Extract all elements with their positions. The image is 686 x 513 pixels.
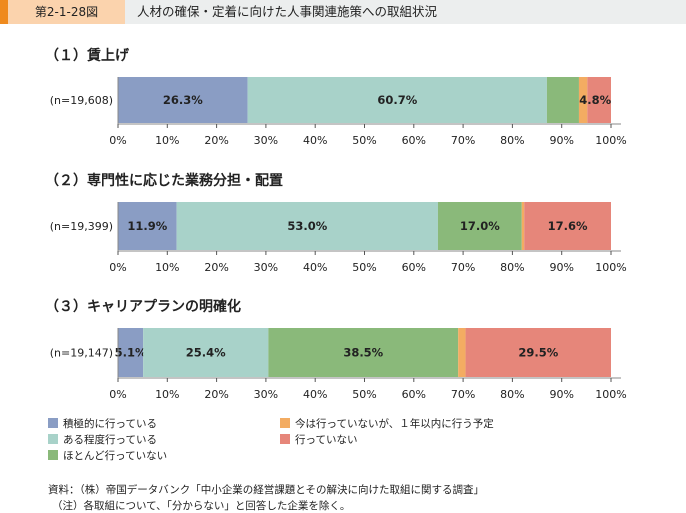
x-tick-label: 100% bbox=[595, 261, 626, 274]
data-label: 26.3% bbox=[163, 93, 203, 107]
data-label: 17.6% bbox=[548, 219, 588, 233]
bar-segment bbox=[118, 328, 144, 377]
bar-segment bbox=[465, 328, 611, 377]
category-label: (n=19,608) bbox=[50, 94, 113, 107]
legend-label: ある程度行っている bbox=[63, 433, 157, 446]
x-tick-label: 50% bbox=[352, 261, 376, 274]
figure-header: 第2-1-28図 人材の確保・定着に向けた人事関連施策への取組状況 bbox=[0, 0, 686, 24]
x-tick-label: 100% bbox=[595, 134, 626, 147]
x-tick-label: 70% bbox=[451, 134, 475, 147]
x-tick-label: 40% bbox=[303, 388, 327, 401]
legend-swatch bbox=[48, 450, 58, 460]
x-tick-label: 90% bbox=[549, 388, 573, 401]
x-tick-label: 20% bbox=[204, 388, 228, 401]
figure-number: 第2-1-28図 bbox=[8, 0, 125, 24]
x-tick-label: 30% bbox=[254, 134, 278, 147]
x-tick-label: 40% bbox=[303, 261, 327, 274]
bar-segment bbox=[176, 202, 438, 250]
bar-segment bbox=[521, 202, 525, 250]
x-tick-label: 60% bbox=[402, 134, 426, 147]
legend-swatch bbox=[280, 434, 290, 444]
bar-segment bbox=[268, 328, 459, 377]
x-tick-label: 10% bbox=[155, 388, 179, 401]
data-label: 4.8% bbox=[579, 93, 611, 107]
x-tick-label: 50% bbox=[352, 388, 376, 401]
figure-title: 人材の確保・定着に向けた人事関連施策への取組状況 bbox=[137, 4, 438, 19]
x-tick-label: 70% bbox=[451, 388, 475, 401]
x-tick-label: 100% bbox=[595, 388, 626, 401]
legend-swatch bbox=[48, 418, 58, 428]
x-tick-label: 0% bbox=[109, 388, 126, 401]
header-accent bbox=[0, 0, 8, 24]
legend-label: 今は行っていないが、１年以内に行う予定 bbox=[295, 417, 494, 430]
x-tick-label: 80% bbox=[500, 388, 524, 401]
x-tick-label: 90% bbox=[549, 134, 573, 147]
bar-segment bbox=[437, 202, 522, 250]
legend-label: 行っていない bbox=[295, 433, 357, 446]
legend-label: ほとんど行っていない bbox=[63, 449, 167, 462]
chart-title: （１）賃上げ bbox=[45, 47, 130, 64]
data-label: 11.9% bbox=[127, 219, 167, 233]
footnote: （注）各取組について、「分からない」と回答した企業を除く。 bbox=[52, 500, 351, 512]
bar-segment bbox=[458, 328, 466, 377]
data-label: 5.1% bbox=[115, 346, 147, 360]
x-tick-label: 80% bbox=[500, 134, 524, 147]
legend-label: 積極的に行っている bbox=[63, 417, 157, 430]
category-label: (n=19,399) bbox=[50, 220, 113, 233]
x-tick-label: 50% bbox=[352, 134, 376, 147]
x-tick-label: 0% bbox=[109, 134, 126, 147]
stacked-bar-charts: （１）賃上げ (n=19,608) 26.3% 60.7% 4.8% 0% 10% 20% 30… bbox=[45, 47, 627, 462]
x-tick-label: 60% bbox=[402, 261, 426, 274]
bar-segment bbox=[143, 328, 269, 377]
chart-title: （２）専門性に応じた業務分担・配置 bbox=[45, 172, 283, 189]
bar-segment bbox=[118, 202, 177, 250]
chart-title: （３）キャリアプランの明確化 bbox=[45, 298, 241, 315]
data-label: 60.7% bbox=[377, 93, 417, 107]
legend-swatch bbox=[280, 418, 290, 428]
bar-segment bbox=[524, 202, 611, 250]
data-label: 29.5% bbox=[518, 346, 558, 360]
x-tick-label: 30% bbox=[254, 388, 278, 401]
bar-segment bbox=[578, 77, 588, 123]
x-tick-label: 10% bbox=[155, 134, 179, 147]
source-note: 資料：（株）帝国データバンク「中小企業の経営課題とその解決に向けた取組に関する調… bbox=[48, 484, 484, 496]
bar-segment bbox=[546, 77, 579, 123]
x-tick-label: 40% bbox=[303, 134, 327, 147]
data-label: 17.0% bbox=[460, 219, 500, 233]
x-tick-label: 90% bbox=[549, 261, 573, 274]
x-tick-label: 20% bbox=[204, 261, 228, 274]
legend-swatch bbox=[48, 434, 58, 444]
x-tick-label: 60% bbox=[402, 388, 426, 401]
x-tick-label: 20% bbox=[204, 134, 228, 147]
data-label: 53.0% bbox=[287, 219, 327, 233]
bar-segment bbox=[587, 77, 611, 123]
x-tick-label: 0% bbox=[109, 261, 126, 274]
x-tick-label: 80% bbox=[500, 261, 524, 274]
bar-segment bbox=[247, 77, 547, 123]
data-label: 38.5% bbox=[343, 346, 383, 360]
data-label: 25.4% bbox=[186, 346, 226, 360]
x-tick-label: 70% bbox=[451, 261, 475, 274]
bar-segment bbox=[118, 77, 248, 123]
x-tick-label: 10% bbox=[155, 261, 179, 274]
category-label: (n=19,147) bbox=[50, 347, 113, 360]
x-tick-label: 30% bbox=[254, 261, 278, 274]
